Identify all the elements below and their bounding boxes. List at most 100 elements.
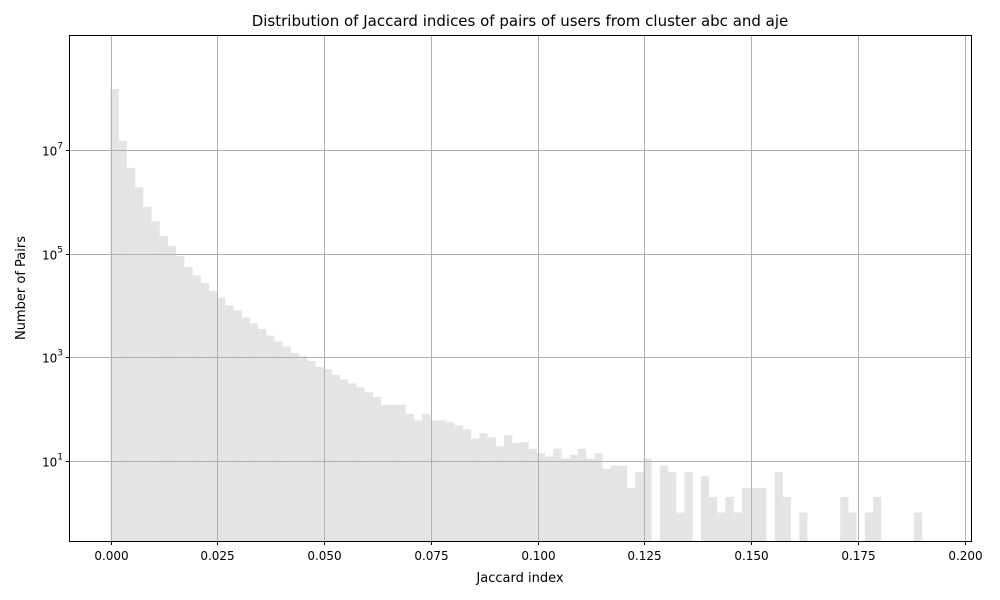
histogram-bar <box>577 448 587 541</box>
histogram-bar <box>536 453 546 541</box>
histogram-bar <box>126 167 136 542</box>
histogram-bar <box>151 221 160 542</box>
histogram-bar <box>774 472 783 541</box>
histogram-bar <box>520 441 529 541</box>
histogram-bar <box>208 290 218 541</box>
histogram-bar <box>553 448 562 541</box>
histogram-bar <box>914 512 923 541</box>
x-tick-label: 0.025 <box>200 549 234 563</box>
x-tick-label: 0.125 <box>627 549 661 563</box>
histogram-bar <box>282 346 291 541</box>
x-tick-label: 0.150 <box>734 549 768 563</box>
histogram-bar <box>454 425 464 541</box>
histogram-bar <box>372 396 382 541</box>
histogram-bar <box>200 282 209 541</box>
histogram-bar <box>684 472 693 541</box>
histogram-bar <box>405 413 414 541</box>
histogram-bar <box>159 235 168 541</box>
plot-frame <box>69 35 972 542</box>
histogram-bar <box>340 379 349 541</box>
histogram-bar <box>323 369 332 541</box>
histogram-bar <box>643 458 652 541</box>
histogram-bar <box>233 310 242 541</box>
histogram-bar <box>741 487 751 541</box>
histogram-bar <box>668 472 677 541</box>
y-tick-label: 107 <box>42 142 63 159</box>
histogram-bar <box>848 512 857 541</box>
histogram-bar <box>750 487 759 541</box>
histogram-bar <box>545 456 554 541</box>
grid-lines <box>70 36 971 541</box>
x-axis-ticks: 0.000 0.025 0.050 0.075 0.100 0.125 0.150 0.175… <box>94 541 983 563</box>
histogram-bar <box>479 433 488 541</box>
histogram-bar <box>364 392 373 541</box>
x-tick-label: 0.175 <box>841 549 875 563</box>
histogram-bar <box>397 404 406 541</box>
histogram-bar <box>561 458 570 541</box>
x-axis-label: Jaccard index <box>475 571 563 586</box>
histogram-bar <box>758 487 767 541</box>
histogram-bar <box>135 187 144 541</box>
histogram-bar <box>840 496 849 541</box>
histogram-bar <box>512 442 521 541</box>
histogram-bar <box>659 465 669 541</box>
histogram-bar <box>241 317 250 541</box>
histogram-bar <box>266 335 275 541</box>
histogram-bar <box>627 487 636 541</box>
histogram-bar <box>299 356 308 541</box>
histogram-bar <box>192 275 201 541</box>
histogram-bar <box>528 448 537 541</box>
histogram-bar <box>487 437 496 541</box>
histogram-bar <box>709 496 718 541</box>
histogram-bar <box>430 420 439 541</box>
histogram-bar <box>389 404 398 541</box>
histogram-bar <box>331 375 341 541</box>
histogram-bar <box>249 323 259 541</box>
histogram-bar <box>184 266 193 541</box>
histogram-bar <box>594 453 603 541</box>
histogram-bar <box>618 465 628 541</box>
histogram-bar <box>348 383 357 541</box>
histogram-bar <box>258 328 267 541</box>
x-tick-label: 0.000 <box>94 549 128 563</box>
histogram-bar <box>586 458 595 541</box>
histogram-bar <box>143 206 152 541</box>
histogram-bar <box>422 413 431 541</box>
histogram-bar <box>438 420 447 541</box>
histogram-bar <box>307 360 316 541</box>
histogram-bar <box>167 245 177 541</box>
histogram-bar <box>315 366 324 541</box>
histogram-bar <box>569 454 578 541</box>
histogram-bar <box>610 465 619 541</box>
x-tick-label: 0.050 <box>307 549 341 563</box>
histogram-bar <box>782 496 792 541</box>
histogram-bar <box>118 140 127 541</box>
histogram-bar <box>676 512 685 541</box>
chart-title: Distribution of Jaccard indices of pairs… <box>252 12 789 30</box>
y-axis-ticks: 101 103 105 107 <box>42 142 70 470</box>
histogram-bar <box>110 89 119 542</box>
y-axis-label: Number of Pairs <box>14 236 29 340</box>
histogram-bar <box>700 476 710 541</box>
histogram-bar <box>217 297 226 541</box>
histogram-bar <box>873 496 882 541</box>
histogram-bar <box>413 420 423 541</box>
histogram-bar <box>733 512 742 541</box>
histogram-bar <box>290 353 300 541</box>
histogram-bar <box>274 341 283 541</box>
histogram-bar <box>717 512 726 541</box>
histogram-bar <box>864 512 874 541</box>
histogram-bar <box>381 404 390 541</box>
histogram-bar <box>635 472 644 541</box>
histogram-bar <box>356 387 365 541</box>
histogram-bar <box>225 305 234 541</box>
y-tick-label: 101 <box>42 453 63 470</box>
y-tick-label: 103 <box>42 349 63 366</box>
histogram-bar <box>446 422 455 541</box>
histogram-bar <box>176 255 185 542</box>
histogram-bars <box>110 89 923 542</box>
histogram-bar <box>471 438 480 541</box>
histogram-bar <box>504 435 513 541</box>
x-tick-label: 0.075 <box>414 549 448 563</box>
